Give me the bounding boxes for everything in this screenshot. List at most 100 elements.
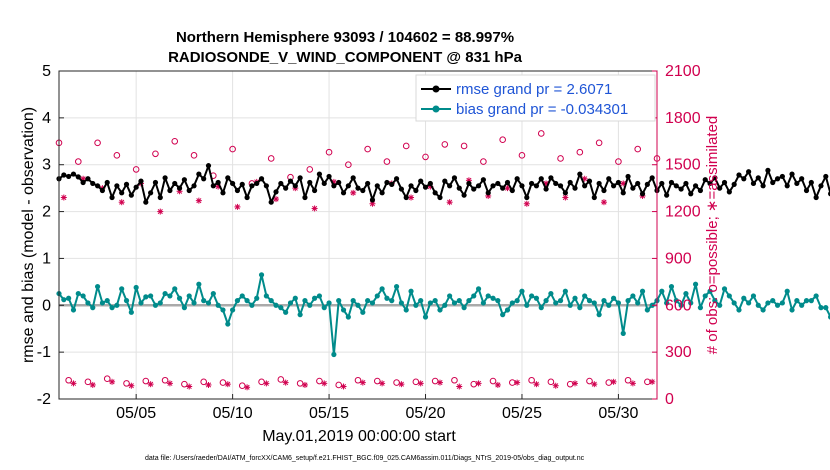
- bias-point: [586, 298, 593, 304]
- obs-assimilated-marker: [273, 196, 280, 203]
- x-tick-label: 05/30: [598, 405, 638, 422]
- rmse-point: [533, 183, 540, 189]
- bias-point: [408, 288, 414, 294]
- bias-point: [273, 302, 279, 308]
- y2-tick-label: 1500: [665, 157, 701, 174]
- rmse-point: [524, 194, 530, 201]
- bias-point: [297, 312, 303, 318]
- rmse-point: [823, 173, 829, 180]
- bias-point: [799, 302, 805, 308]
- rmse-point: [712, 175, 718, 181]
- obs-assimilated-stroke: [379, 380, 385, 386]
- obs-assimilated-stroke: [205, 382, 212, 388]
- obs-assimilated-stroke: [312, 205, 318, 212]
- rmse-point: [225, 175, 231, 181]
- bias-point: [794, 298, 800, 304]
- rmse-point: [625, 173, 631, 180]
- bias-point: [784, 288, 790, 294]
- obs-possible-marker: [84, 378, 92, 386]
- rmse-point: [278, 180, 284, 187]
- obs-assimilated-stroke: [350, 190, 356, 196]
- rmse-point: [398, 186, 405, 192]
- obs-possible-marker: [383, 158, 391, 165]
- rmse-point: [529, 180, 535, 187]
- bias-point: [311, 295, 318, 301]
- y-tick-label: 1: [42, 250, 51, 267]
- rmse-point: [75, 174, 81, 180]
- x-tick-label: 05/25: [502, 405, 542, 422]
- rmse-point: [379, 190, 385, 196]
- rmse-point: [774, 176, 781, 182]
- bias-point: [750, 293, 757, 299]
- obs-assimilated-stroke: [70, 380, 77, 386]
- rmse-point: [268, 199, 274, 205]
- obs-assimilated-stroke: [340, 383, 347, 390]
- rmse-point: [586, 178, 593, 184]
- rmse-point: [582, 183, 588, 189]
- obs-assimilated-stroke: [119, 199, 125, 205]
- rmse-point: [133, 184, 139, 190]
- bias-point: [345, 314, 351, 320]
- rmse-point: [480, 177, 486, 183]
- obs-assimilated-marker: [244, 384, 251, 391]
- rmse-point: [673, 183, 679, 189]
- rmse-point: [287, 178, 294, 184]
- obs-assimilated-marker: [475, 380, 482, 387]
- rmse-point: [750, 180, 757, 187]
- rmse-point: [263, 183, 269, 189]
- bias-point: [234, 298, 241, 304]
- bias-point: [461, 305, 467, 311]
- bias-point: [128, 309, 134, 315]
- rmse-point: [548, 175, 554, 181]
- y-tick-label: 4: [42, 110, 51, 127]
- rmse-point: [803, 187, 810, 194]
- obs-assimilated-stroke: [620, 180, 626, 187]
- bias-series: [56, 272, 830, 358]
- rmse-point: [66, 173, 72, 180]
- y-tick-label: 5: [42, 63, 51, 80]
- rmse-point: [70, 171, 77, 177]
- obs-assimilated-marker: [436, 379, 443, 386]
- obs-assimilated-stroke: [90, 382, 96, 388]
- legend-box: [415, 74, 656, 122]
- y2-tick-label: 1800: [665, 110, 701, 127]
- bias-point: [447, 293, 453, 299]
- legend-bias-label: bias grand pr = -0.034301: [456, 101, 628, 118]
- rmse-point: [789, 171, 795, 177]
- rmse-point: [244, 194, 250, 201]
- rmse-point: [509, 187, 515, 194]
- obs-assimilated-stroke: [61, 194, 67, 201]
- bias-point: [731, 300, 737, 306]
- bias-point: [437, 307, 443, 313]
- bias-point: [422, 314, 429, 320]
- rmse-point: [162, 175, 168, 181]
- obs-assimilated-marker: [610, 378, 617, 385]
- bias-point: [610, 295, 617, 301]
- rmse-point: [490, 183, 496, 189]
- bias-point: [365, 298, 371, 304]
- obs-assimilated-stroke: [283, 380, 289, 386]
- obs-assimilated-marker: [572, 380, 579, 387]
- rmse-point: [297, 175, 303, 181]
- rmse-point: [254, 180, 260, 187]
- obs-assimilated-stroke: [553, 383, 559, 389]
- bias-point: [548, 290, 554, 297]
- obs-assimilated-stroke: [234, 204, 240, 210]
- bias-point: [220, 307, 226, 313]
- obs-possible-marker: [480, 158, 487, 165]
- bias-point: [258, 272, 265, 278]
- obs-possible-marker: [547, 378, 555, 386]
- rmse-point: [360, 187, 366, 194]
- obs-assimilated-stroke: [186, 383, 192, 390]
- obs-assimilated-marker: [340, 383, 347, 390]
- obs-possible-marker: [161, 376, 169, 384]
- rmse-point: [167, 187, 173, 194]
- obs-assimilated-marker: [60, 194, 67, 201]
- bias-point: [553, 300, 559, 306]
- bias-point: [336, 298, 342, 304]
- bias-point: [529, 293, 535, 299]
- x-tick-label: 05/10: [213, 405, 253, 422]
- bias-point: [524, 302, 530, 308]
- bias-point: [659, 288, 665, 294]
- obs-assimilated-stroke: [495, 382, 501, 388]
